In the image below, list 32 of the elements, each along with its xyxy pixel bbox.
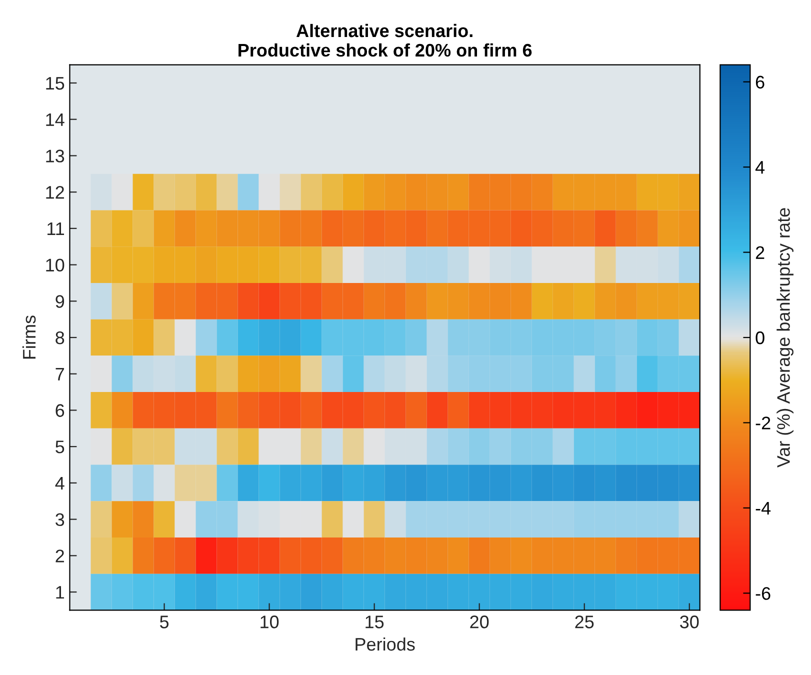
x-tick-label: 15 xyxy=(366,616,384,628)
x-tick-label: 10 xyxy=(260,616,279,628)
color-bar-label: 6 xyxy=(756,76,764,89)
color-bar-label: 2 xyxy=(756,246,764,259)
y-tick-label: 14 xyxy=(46,113,64,126)
y-tick-label: 8 xyxy=(56,331,64,344)
x-tick-label: 25 xyxy=(575,616,594,628)
y-axis-title: Firms xyxy=(22,316,36,359)
color-bar-title: Var (%) Average bankruptcy rate xyxy=(776,208,794,468)
y-tick-label: 5 xyxy=(56,440,64,454)
x-tick-label: 5 xyxy=(160,616,169,628)
x-axis-title: Periods xyxy=(356,637,415,651)
y-tick-label: 6 xyxy=(56,404,64,417)
y-tick-label: 11 xyxy=(48,222,64,235)
color-bar-label: -4 xyxy=(756,502,771,514)
color-bar-label: 0 xyxy=(756,331,764,344)
y-tick-label: 13 xyxy=(46,150,64,162)
chart-title: Alternative scenario. Productive shock of 20% on firm 6 xyxy=(238,24,532,57)
y-tick-label: 2 xyxy=(56,550,64,562)
y-tick-label: 15 xyxy=(46,77,64,90)
color-bar-label: 4 xyxy=(755,161,765,174)
y-tick-label: 1 xyxy=(56,586,64,599)
y-tick-label: 9 xyxy=(56,295,64,308)
y-tick-label: 12 xyxy=(46,186,64,199)
x-tick-label: 30 xyxy=(680,616,699,628)
y-tick-label: 3 xyxy=(56,513,64,526)
y-tick-label: 10 xyxy=(46,258,64,272)
color-bar-label: -2 xyxy=(756,416,770,430)
y-tick-label: 4 xyxy=(55,477,64,490)
color-bar-label: -6 xyxy=(756,587,770,600)
x-tick-label: 20 xyxy=(470,616,489,628)
y-tick-label: 7 xyxy=(56,368,64,380)
